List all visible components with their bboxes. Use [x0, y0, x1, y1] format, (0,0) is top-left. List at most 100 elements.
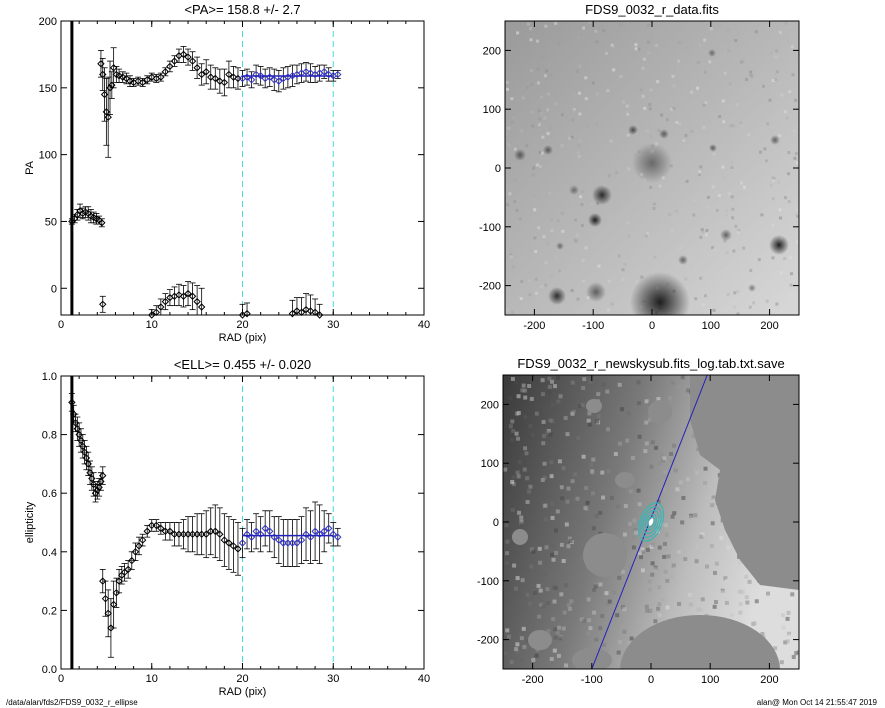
noise-pixel	[619, 23, 623, 27]
noise-pixel	[579, 195, 583, 199]
noise-pixel	[511, 428, 516, 433]
noise-pixel	[576, 297, 580, 301]
noise-pixel	[656, 606, 661, 611]
noise-pixel	[703, 38, 707, 42]
noise-pixel	[662, 456, 667, 461]
noise-pixel	[554, 528, 559, 533]
data-point	[157, 303, 165, 311]
noise-pixel	[672, 106, 676, 110]
noise-pixel	[520, 279, 524, 283]
noise-pixel	[511, 310, 515, 314]
noise-pixel	[505, 539, 510, 544]
noise-pixel	[558, 269, 562, 273]
data-point	[243, 309, 251, 318]
noise-pixel	[510, 97, 514, 101]
noise-pixel	[605, 601, 610, 606]
noise-pixel	[584, 76, 588, 80]
noise-pixel	[736, 230, 740, 234]
noise-pixel	[609, 214, 613, 218]
noise-pixel	[536, 39, 540, 43]
noise-pixel	[687, 95, 691, 99]
noise-pixel	[580, 403, 585, 408]
noise-pixel	[775, 70, 779, 74]
noise-pixel	[731, 207, 735, 211]
noise-pixel	[788, 597, 793, 602]
noise-pixel	[647, 417, 652, 422]
noise-pixel	[542, 235, 546, 239]
data-point	[325, 70, 333, 79]
noise-pixel	[571, 497, 576, 502]
noise-pixel	[554, 255, 558, 259]
noise-pixel	[645, 262, 649, 266]
noise-pixel	[622, 629, 627, 634]
noise-pixel	[531, 124, 535, 128]
y-tick-label: 0.2	[42, 605, 57, 617]
noise-pixel	[792, 128, 796, 132]
noise-pixel	[537, 226, 541, 230]
noise-pixel	[550, 228, 554, 232]
noise-pixel	[617, 382, 622, 387]
data-point	[135, 542, 143, 550]
data-point	[148, 73, 156, 81]
noise-pixel	[512, 591, 517, 596]
mask-region	[615, 472, 635, 488]
noise-pixel	[640, 275, 644, 279]
noise-pixel	[785, 116, 789, 120]
noise-pixel	[553, 635, 558, 640]
image-title: FDS9_0032_r_newskysub.fits_log.tab.txt.s…	[517, 356, 784, 371]
noise-pixel	[791, 655, 796, 660]
noise-pixel	[711, 185, 715, 189]
data-point	[104, 113, 112, 121]
noise-pixel	[721, 165, 725, 169]
noise-pixel	[721, 99, 725, 103]
noise-pixel	[724, 213, 728, 217]
noise-pixel	[618, 441, 623, 446]
noise-pixel	[644, 234, 648, 238]
noise-pixel	[585, 500, 590, 505]
noise-pixel	[731, 216, 735, 220]
data-point	[119, 73, 127, 81]
noise-pixel	[657, 601, 662, 606]
noise-pixel	[626, 221, 630, 225]
noise-pixel	[560, 144, 564, 148]
noise-pixel	[547, 92, 551, 96]
noise-pixel	[552, 384, 557, 389]
data-point	[179, 50, 188, 59]
noise-pixel	[561, 229, 565, 233]
noise-pixel	[724, 578, 729, 583]
noise-pixel	[577, 143, 581, 147]
noise-pixel	[571, 118, 575, 122]
noise-pixel	[658, 184, 662, 188]
noise-pixel	[640, 547, 645, 552]
data-point	[115, 72, 123, 80]
data-point	[143, 76, 151, 84]
noise-pixel	[745, 311, 749, 315]
noise-pixel	[606, 308, 610, 312]
noise-pixel	[700, 228, 704, 232]
data-point	[70, 215, 79, 223]
noise-pixel	[521, 626, 526, 631]
noise-pixel	[670, 381, 675, 386]
noise-pixel	[665, 605, 670, 610]
noise-pixel	[771, 256, 775, 260]
noise-pixel	[555, 509, 560, 514]
data-point	[234, 545, 242, 553]
noise-pixel	[595, 92, 599, 96]
noise-pixel	[564, 522, 569, 527]
noise-pixel	[684, 277, 688, 281]
noise-pixel	[712, 498, 717, 503]
data-point	[131, 548, 140, 556]
noise-pixel	[503, 651, 508, 656]
source-blob	[586, 282, 606, 302]
noise-pixel	[512, 83, 516, 87]
noise-pixel	[795, 161, 799, 165]
noise-pixel	[681, 495, 686, 500]
noise-pixel	[507, 243, 511, 247]
noise-pixel	[655, 44, 659, 48]
noise-pixel	[505, 560, 510, 565]
noise-pixel	[777, 180, 781, 184]
noise-pixel	[508, 396, 513, 401]
x-tick-label: 0	[648, 674, 654, 686]
noise-pixel	[525, 500, 530, 505]
noise-pixel	[677, 59, 681, 63]
